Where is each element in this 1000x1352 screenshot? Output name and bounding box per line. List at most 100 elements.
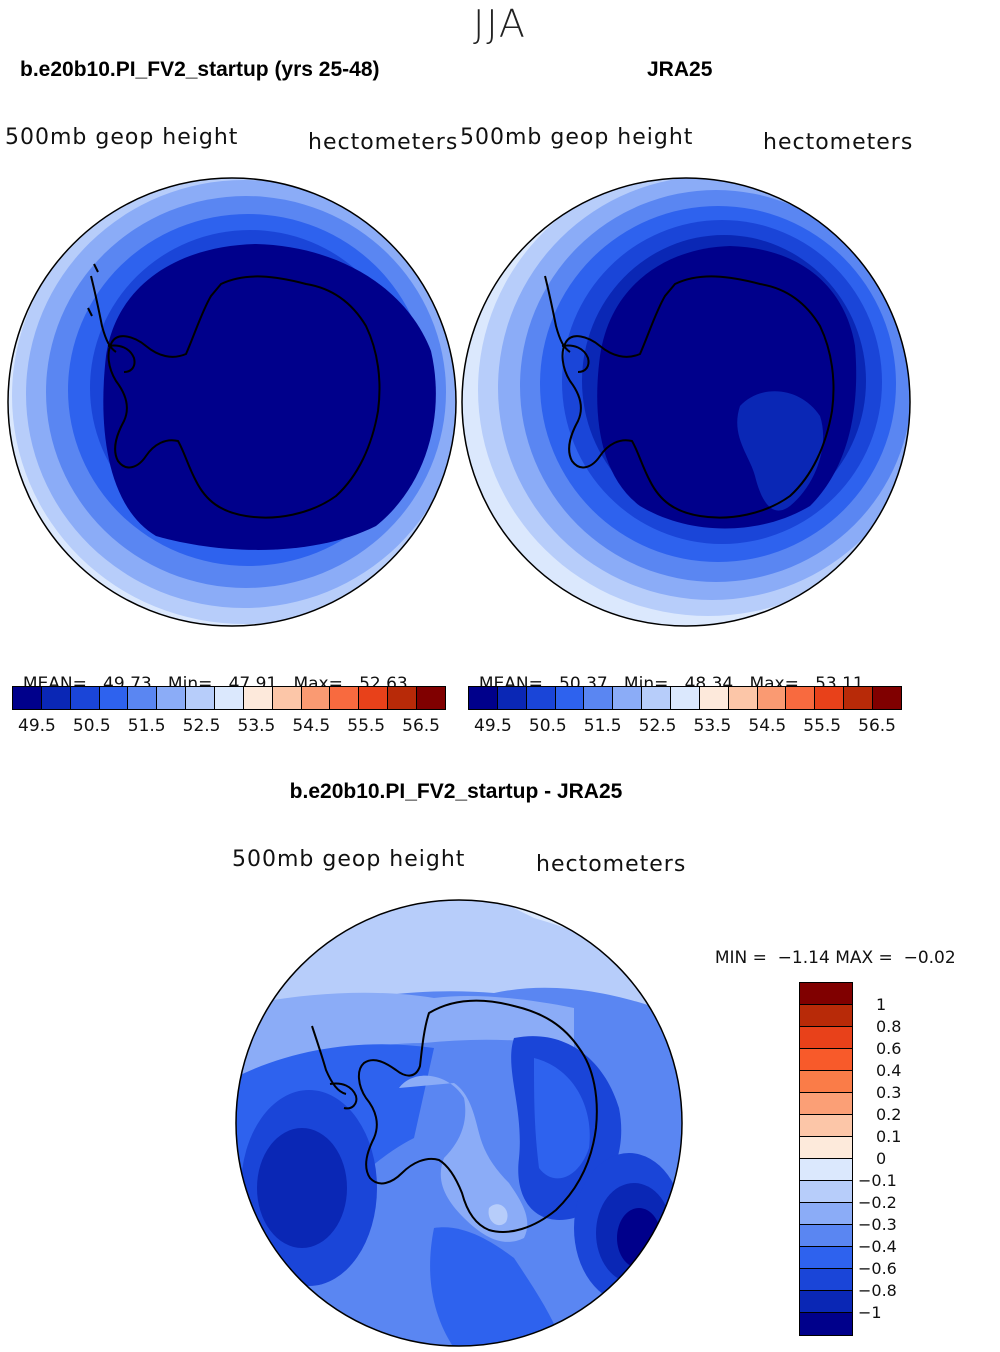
diff-colorbar-label: 0.6 xyxy=(876,1039,902,1058)
colorbar-swatch xyxy=(815,687,845,709)
diff-colorbar-label: −0.6 xyxy=(858,1259,897,1278)
colorbar-label: 54.5 xyxy=(292,716,331,736)
diff-colorbar-swatch xyxy=(800,1225,852,1247)
diff-map xyxy=(235,899,683,1347)
panel-2-colorbar-labels: 49.5 50.5 51.5 52.5 53.5 54.5 55.5 56.5 xyxy=(474,716,896,736)
diff-colorbar-swatch xyxy=(800,1269,852,1291)
diff-minmax: MIN = −1.14 MAX = −0.02 xyxy=(704,928,956,968)
colorbar-swatch xyxy=(157,687,187,709)
colorbar-swatch xyxy=(301,687,331,709)
diff-colorbar-labels: 1 0.8 0.6 0.4 0.3 0.2 0.1 0 −0.1 −0.2 −0.3 −0.4 −0.6… xyxy=(858,0,998,1352)
diff-colorbar-swatch xyxy=(800,1071,852,1093)
diff-colorbar-label: 0.4 xyxy=(876,1061,902,1080)
diff-colorbar-swatch xyxy=(800,1137,852,1159)
panel-1-variable: 500mb geop height xyxy=(5,125,239,150)
diff-min-label: MIN = xyxy=(714,948,767,968)
colorbar-label: 51.5 xyxy=(583,716,622,736)
diff-colorbar-swatch xyxy=(800,1005,852,1027)
colorbar-label: 54.5 xyxy=(748,716,787,736)
colorbar-label: 56.5 xyxy=(858,716,896,736)
diff-colorbar-label: 0.8 xyxy=(876,1017,902,1036)
colorbar-swatch xyxy=(613,687,643,709)
colorbar-label: 50.5 xyxy=(72,716,111,736)
panel-1-colorbar xyxy=(12,686,446,710)
colorbar-label: 55.5 xyxy=(803,716,842,736)
diff-colorbar-label: −0.8 xyxy=(858,1281,897,1300)
diff-colorbar-label: 0.2 xyxy=(876,1105,902,1124)
panel-2-colorbar xyxy=(468,686,902,710)
colorbar-swatch xyxy=(215,687,244,709)
colorbar-swatch xyxy=(526,687,556,709)
colorbar-swatch xyxy=(555,687,585,709)
colorbar-swatch xyxy=(388,687,418,709)
diff-min-value: −1.14 xyxy=(777,948,830,968)
panel-2-title: JRA25 xyxy=(647,58,713,81)
colorbar-swatch xyxy=(497,687,527,709)
colorbar-swatch xyxy=(70,687,100,709)
diff-colorbar-swatch xyxy=(800,1027,852,1049)
colorbar-label: 52.5 xyxy=(182,716,221,736)
panel-1-map xyxy=(7,177,457,627)
colorbar-swatch xyxy=(417,687,445,709)
colorbar-label: 50.5 xyxy=(528,716,567,736)
panel-1-title: b.e20b10.PI_FV2_startup (yrs 25-48) xyxy=(20,58,380,81)
colorbar-label: 51.5 xyxy=(127,716,166,736)
colorbar-label: 49.5 xyxy=(474,716,512,736)
diff-title: b.e20b10.PI_FV2_startup - JRA25 xyxy=(289,780,623,803)
diff-colorbar-swatch xyxy=(800,1049,852,1071)
diff-colorbar-swatch xyxy=(800,1093,852,1115)
diff-colorbar-label: 0.3 xyxy=(876,1083,902,1102)
colorbar-swatch xyxy=(642,687,672,709)
colorbar-swatch xyxy=(757,687,787,709)
diff-colorbar xyxy=(799,982,853,1336)
colorbar-swatch xyxy=(699,687,729,709)
colorbar-label: 55.5 xyxy=(347,716,386,736)
diff-colorbar-swatch xyxy=(800,1291,852,1313)
colorbar-swatch xyxy=(13,687,42,709)
diff-colorbar-label: −1 xyxy=(858,1303,882,1322)
panel-2-units: hectometers xyxy=(763,130,914,155)
diff-colorbar-label: 1 xyxy=(876,995,887,1014)
diff-colorbar-swatch xyxy=(800,1181,852,1203)
colorbar-swatch xyxy=(330,687,360,709)
diff-max-label: MAX = xyxy=(835,948,893,968)
colorbar-swatch xyxy=(128,687,158,709)
colorbar-label: 49.5 xyxy=(18,716,56,736)
season-title: JJA xyxy=(473,2,527,46)
colorbar-swatch xyxy=(786,687,816,709)
diff-units: hectometers xyxy=(536,852,687,877)
diff-colorbar-label: 0.1 xyxy=(876,1127,902,1146)
colorbar-swatch xyxy=(873,687,901,709)
colorbar-label: 52.5 xyxy=(638,716,677,736)
diff-colorbar-swatch xyxy=(800,1313,852,1335)
colorbar-swatch xyxy=(584,687,614,709)
diff-colorbar-label: −0.3 xyxy=(858,1215,897,1234)
colorbar-swatch xyxy=(671,687,700,709)
panel-2-map xyxy=(461,177,911,627)
colorbar-swatch xyxy=(728,687,758,709)
colorbar-label: 56.5 xyxy=(402,716,440,736)
colorbar-swatch xyxy=(272,687,302,709)
diff-colorbar-label: −0.2 xyxy=(858,1193,897,1212)
diff-colorbar-swatch xyxy=(800,1159,852,1181)
diff-colorbar-swatch xyxy=(800,983,852,1005)
diff-colorbar-label: 0 xyxy=(876,1149,887,1168)
diff-colorbar-swatch xyxy=(800,1203,852,1225)
colorbar-swatch xyxy=(469,687,498,709)
colorbar-swatch xyxy=(844,687,874,709)
colorbar-swatch xyxy=(186,687,216,709)
panel-2-variable: 500mb geop height xyxy=(460,125,694,150)
diff-variable: 500mb geop height xyxy=(232,847,466,872)
diff-max-value: −0.02 xyxy=(903,948,956,968)
panel-1-units: hectometers xyxy=(308,130,459,155)
colorbar-swatch xyxy=(99,687,129,709)
diff-colorbar-label: −0.1 xyxy=(858,1171,897,1190)
colorbar-swatch xyxy=(41,687,71,709)
colorbar-label: 53.5 xyxy=(237,716,276,736)
colorbar-swatch xyxy=(359,687,389,709)
panel-1-colorbar-labels: 49.5 50.5 51.5 52.5 53.5 54.5 55.5 56.5 xyxy=(18,716,440,736)
colorbar-swatch xyxy=(243,687,273,709)
diff-colorbar-swatch xyxy=(800,1247,852,1269)
colorbar-label: 53.5 xyxy=(693,716,732,736)
diff-colorbar-swatch xyxy=(800,1115,852,1137)
